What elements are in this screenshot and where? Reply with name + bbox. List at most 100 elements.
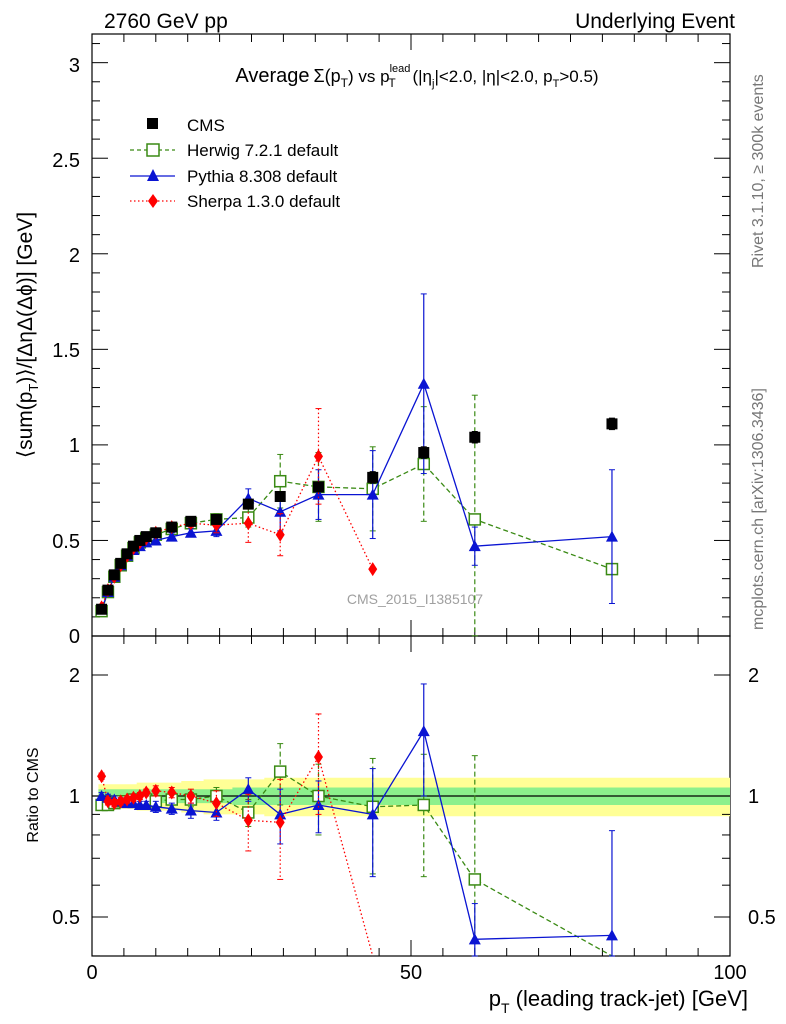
main-cms-point bbox=[367, 471, 379, 483]
y-title-sub: T bbox=[26, 384, 41, 392]
ratio-tick-label-2: 2 bbox=[69, 665, 80, 687]
ratio-tick-label-right-0.5: 0.5 bbox=[748, 907, 776, 929]
ratio-sherpa-point bbox=[128, 790, 138, 805]
main-pythia-point bbox=[417, 377, 430, 389]
main-pythia-point bbox=[366, 488, 379, 500]
y-title-part2: )⟩/[ΔηΔ(Δϕ)] [GeV] bbox=[14, 212, 37, 384]
title-cuts-end: >0.5) bbox=[559, 67, 598, 86]
ratio-pythia-point bbox=[149, 800, 162, 812]
legend: CMS Herwig 7.2.1 default Pythia 8.308 de… bbox=[130, 116, 340, 211]
main-cms-point bbox=[606, 418, 618, 430]
legend-label-pythia: Pythia 8.308 default bbox=[187, 167, 338, 186]
y-title-part1: ⟨sum(p bbox=[14, 392, 37, 459]
legend-label-cms: CMS bbox=[187, 116, 225, 135]
underlying-event-label: Underlying Event bbox=[575, 10, 735, 33]
main-pythia-point bbox=[165, 530, 178, 542]
y-tick-label-2: 2 bbox=[69, 245, 80, 267]
y-tick-labels-main: 0 0.5 1 1.5 2 2.5 3 bbox=[52, 55, 80, 648]
title-sigma-sub: T bbox=[341, 76, 349, 90]
legend-marker-herwig bbox=[146, 143, 160, 157]
main-sherpa-point bbox=[243, 516, 253, 531]
ratio-sherpa-point bbox=[211, 796, 221, 811]
ratio-herwig-point bbox=[273, 765, 287, 778]
cms-uncertainty-band bbox=[92, 777, 730, 817]
energy-label: 2760 GeV pp bbox=[104, 10, 228, 33]
main-cms-point bbox=[185, 515, 197, 527]
axis-ticks bbox=[91, 34, 731, 957]
x-axis-title: pT (leading track-jet) [GeV] bbox=[489, 986, 748, 1016]
main-herwig-point bbox=[468, 513, 482, 526]
y-tick-label-1: 1 bbox=[69, 435, 80, 457]
ratio-pythia-point bbox=[605, 929, 618, 941]
title-cuts-mid: |<2.0, |η|<2.0, p bbox=[434, 67, 552, 86]
ratio-pythia-point bbox=[184, 804, 197, 816]
main-pythia-point bbox=[605, 530, 618, 542]
x-title-p: p bbox=[489, 986, 501, 1011]
main-cms-point bbox=[418, 447, 430, 459]
ratio-sherpa-point bbox=[243, 813, 253, 828]
ratio-sherpa-point bbox=[109, 796, 119, 811]
x-title-rest: (leading track-jet) [GeV] bbox=[510, 986, 748, 1011]
main-pythia-point bbox=[184, 526, 197, 538]
ratio-sherpa-point bbox=[151, 783, 161, 798]
y-tick-label-3: 3 bbox=[69, 55, 80, 77]
ratio-herwig-point bbox=[468, 873, 482, 886]
title-average: Average bbox=[235, 65, 309, 87]
x-tick-labels: 0 50 100 bbox=[86, 962, 746, 984]
main-cms-point bbox=[166, 521, 178, 533]
main-herwig-line bbox=[100, 463, 613, 612]
x-tick-label-100: 100 bbox=[713, 962, 746, 984]
main-cms-point bbox=[242, 498, 254, 510]
title-sigma-close: ) bbox=[348, 67, 354, 86]
main-cms-point bbox=[108, 569, 120, 581]
ratio-panel-series bbox=[95, 683, 618, 957]
main-cms-point bbox=[127, 540, 139, 552]
title-cuts: (|η bbox=[408, 67, 432, 86]
y-tick-label-1.5: 1.5 bbox=[52, 340, 80, 362]
plot-title: Average Σ(pT) vs plead T (|ηj|<2.0, |η|<2.… bbox=[235, 63, 598, 90]
ratio-herwig-point bbox=[417, 798, 431, 812]
ratio-sherpa-point bbox=[97, 769, 107, 784]
ratio-sherpa-point bbox=[122, 792, 132, 807]
ratio-tick-label-1: 1 bbox=[69, 786, 80, 808]
legend-label-sherpa: Sherpa 1.3.0 default bbox=[187, 192, 340, 211]
main-cms-point bbox=[312, 481, 324, 493]
ratio-sherpa-point bbox=[116, 794, 126, 809]
ratio-pythia-point bbox=[140, 798, 153, 810]
y-tick-labels-ratio: 0.5 1 2 0.5 1 2 bbox=[52, 665, 776, 929]
legend-marker-pythia bbox=[147, 169, 159, 181]
main-sherpa-point bbox=[275, 527, 285, 542]
title-sigma: Σ(p bbox=[314, 66, 341, 86]
x-title-sub: T bbox=[501, 1000, 510, 1016]
ratio-pythia-point bbox=[417, 725, 430, 737]
main-cms-point bbox=[150, 527, 162, 539]
y-tick-label-2.5: 2.5 bbox=[52, 150, 80, 172]
analysis-watermark: CMS_2015_I1385107 bbox=[347, 591, 483, 607]
main-herwig-point bbox=[273, 474, 287, 488]
legend-marker-cms bbox=[147, 118, 158, 129]
ratio-sherpa-point bbox=[275, 815, 285, 830]
ratio-sherpa-point bbox=[313, 750, 323, 765]
legend-marker-sherpa bbox=[148, 194, 158, 208]
y-tick-label-0: 0 bbox=[69, 626, 80, 648]
main-pythia-point bbox=[149, 534, 162, 546]
main-panel-series bbox=[95, 293, 619, 637]
ratio-sherpa-point bbox=[167, 785, 177, 800]
main-cms-point bbox=[140, 531, 152, 543]
y-tick-label-0.5: 0.5 bbox=[52, 531, 80, 553]
title-cuts-sub-j: j bbox=[431, 78, 434, 90]
ratio-sherpa-point bbox=[141, 785, 151, 800]
main-cms-point bbox=[121, 548, 133, 560]
ratio-pythia-point bbox=[366, 808, 379, 820]
title-cuts-sub-t: T bbox=[553, 78, 560, 90]
ratio-tick-label-right-2: 2 bbox=[748, 665, 759, 687]
rivet-label: Rivet 3.1.10, ≥ 300k events bbox=[750, 74, 767, 268]
main-cms-point bbox=[469, 431, 481, 443]
main-sherpa-point bbox=[368, 562, 378, 577]
main-cms-point bbox=[134, 534, 146, 546]
main-cms-point bbox=[102, 584, 114, 596]
title-vs-sup: lead bbox=[390, 63, 411, 75]
ratio-tick-label-right-1: 1 bbox=[748, 786, 759, 808]
main-cms-point bbox=[96, 603, 108, 615]
